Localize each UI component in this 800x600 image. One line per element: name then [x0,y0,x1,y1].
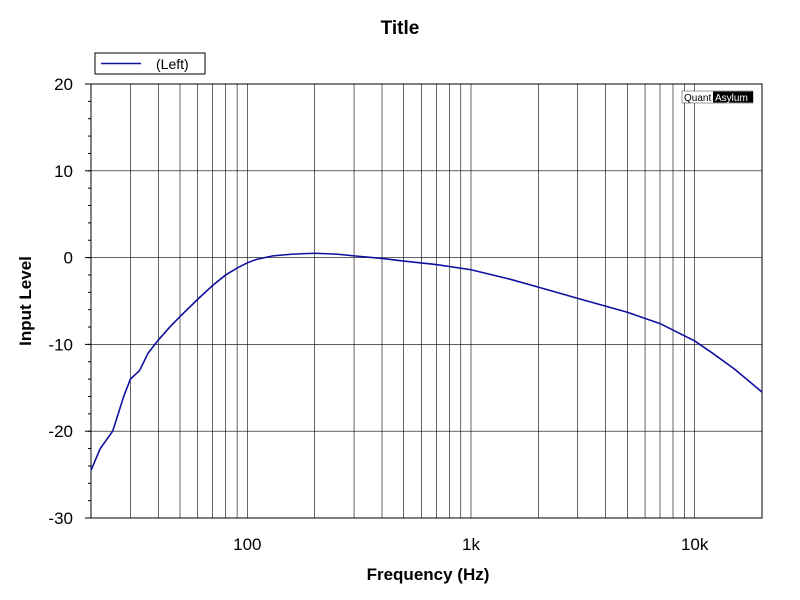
x-tick-label: 1k [462,535,480,554]
y-tick-label: 10 [54,162,73,181]
legend-box [94,52,206,75]
x-tick-label: 10k [681,535,709,554]
x-tick-label: 100 [233,535,261,554]
logo-text-quant: Quant [684,93,711,104]
y-tick-label: -30 [48,509,73,528]
y-tick-label: -20 [48,422,73,441]
logo-text-asylum: Asylum [715,93,748,104]
quantasylum-logo: Quant Asylum [681,90,754,104]
y-axis-label: Input Level [16,256,35,346]
series-line-left [90,252,763,471]
y-tick-label: 20 [54,75,73,94]
logo-dark-block [713,91,753,103]
y-tick-label: 0 [64,249,73,268]
y-axis-ticks: 20 10 0 -10 -20 -30 [48,75,91,528]
plot-area-frame [90,83,763,519]
y-tick-label: -10 [48,335,73,354]
chart-title: Title [381,18,420,39]
grid [91,84,762,518]
legend: (Left) [94,52,206,75]
x-axis-ticks: 100 1k 10k [233,535,709,554]
x-axis-label: Frequency (Hz) [367,565,490,584]
legend-label: (Left) [156,56,189,72]
